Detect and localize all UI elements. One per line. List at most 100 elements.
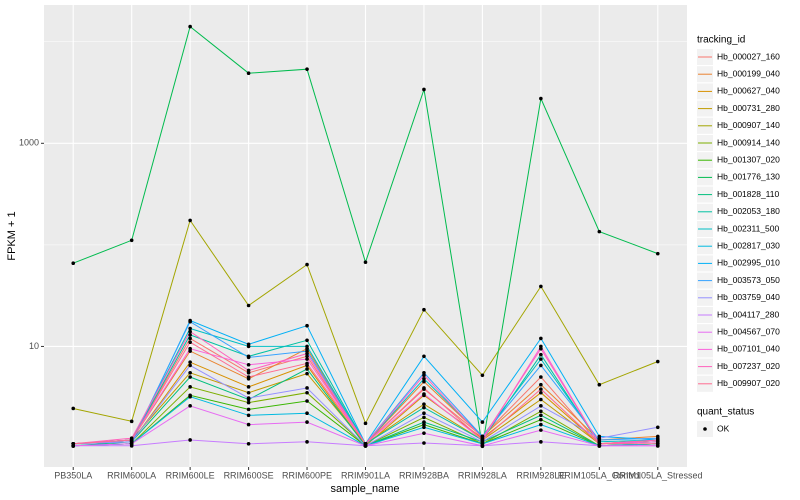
legend-label: Hb_001828_110 [717,189,780,199]
data-point [246,441,251,446]
data-point [246,355,251,360]
data-point [305,399,309,403]
data-point [597,229,602,234]
x-tick-label: RRIM105LA_Control [558,470,641,480]
data-point [422,402,426,406]
data-point [480,444,485,448]
data-point [363,260,368,265]
data-point [246,368,251,373]
data-point [188,333,192,337]
data-point [480,420,485,424]
data-point [422,87,426,92]
data-point [305,420,309,424]
data-point [305,367,309,371]
x-tick-label: RRIM928LE [516,470,565,480]
x-tick-label: RRIM600SE [224,470,274,480]
data-point [539,397,543,402]
legend-label: Hb_001307_020 [717,154,780,164]
data-point [655,441,660,446]
legend-label: Hb_002817_030 [717,240,780,250]
data-point [539,428,543,432]
data-point [539,387,543,391]
data-point [246,390,251,395]
data-point [71,406,76,411]
x-tick-label: RRIM901LA [341,470,390,480]
data-point [597,382,602,387]
data-point [188,438,192,442]
data-point [305,349,309,353]
data-point [129,441,134,446]
data-point [655,425,660,430]
data-point [305,351,309,356]
data-point [363,421,368,426]
data-point [246,385,251,389]
data-point [422,420,426,424]
legend-label: Hb_001776_130 [717,172,780,182]
data-point [305,357,309,361]
x-tick-label: RRIM928LA [458,470,507,480]
data-point [246,375,251,379]
data-point [188,319,192,324]
data-point [539,96,543,101]
data-point [188,404,192,408]
legend-label: Hb_009907_020 [717,378,780,388]
data-point [129,238,134,243]
data-point [246,342,251,347]
legend-label: Hb_004567_070 [717,326,780,336]
legend-label: Hb_007101_040 [717,344,780,354]
data-point [539,409,543,414]
data-point [539,390,543,395]
data-point [363,441,368,446]
data-point [422,431,426,435]
data-point [246,71,251,76]
data-point [305,354,309,359]
legend-title: tracking_id [697,35,745,46]
data-point [246,413,251,418]
data-point [422,371,426,375]
data-point [539,440,543,444]
y-tick-label: 1000 [19,138,39,148]
data-point [422,392,426,396]
data-point [422,415,426,420]
legend-label: Hb_007237_020 [717,361,780,371]
data-point [422,425,426,430]
data-point [539,363,543,368]
data-point [305,67,309,71]
legend-label: Hb_002311_500 [717,223,780,233]
data-point [71,441,76,446]
data-point [305,390,309,395]
data-point [305,338,309,343]
legend-label: Hb_004117_280 [717,309,780,319]
data-point [539,346,543,351]
data-point [188,346,192,351]
data-point [246,362,251,367]
legend-label: Hb_000914_140 [717,137,780,147]
data-point [422,379,426,384]
x-tick-label: RRIM928BA [399,470,449,480]
data-point [305,411,309,416]
legend-label: Hb_000199_040 [717,68,780,78]
data-point [305,371,309,376]
data-point [246,407,251,412]
data-point [305,262,309,267]
data-point [597,436,602,440]
y-tick-label: 10 [29,341,39,351]
data-point [188,24,192,29]
data-point [480,438,485,442]
data-point [422,411,426,416]
legend-point [703,427,707,431]
data-point [480,373,485,378]
data-point [188,326,192,331]
data-point [655,251,660,256]
data-point [597,441,602,446]
data-point [188,329,192,334]
x-tick-label: RRIM600PE [282,470,332,480]
data-point [539,375,543,379]
data-point [129,419,134,424]
data-point [188,336,192,341]
legend-label: Hb_000731_280 [717,103,780,113]
data-point [539,284,543,289]
data-point [246,422,251,427]
data-point [305,386,309,390]
